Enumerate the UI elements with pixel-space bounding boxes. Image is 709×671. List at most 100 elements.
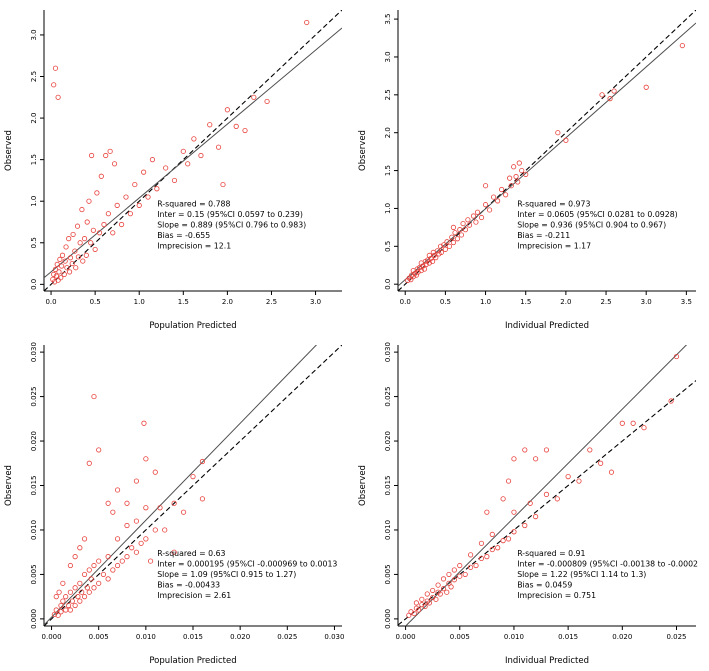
y-tick-label: 0.0 [30,279,38,290]
data-point [490,194,497,200]
x-tick-label: 0.015 [558,633,578,641]
data-point [426,600,433,606]
data-point [554,496,560,502]
data-point [242,127,248,134]
x-tick-label: 0.025 [666,633,686,641]
data-point [466,222,473,228]
data-point [74,223,81,229]
data-point [64,265,70,271]
data-point [527,500,533,506]
data-point [143,456,149,462]
data-point [56,269,62,275]
data-point [141,420,147,426]
data-point [513,174,519,180]
data-point [451,577,457,583]
data-point [72,602,78,609]
y-tick-label: 2.0 [384,127,392,138]
regression-line [44,345,318,626]
data-point [52,65,59,71]
data-point [215,144,222,150]
x-tick-label: 0.5 [440,298,451,306]
data-point [495,545,501,551]
data-point [473,562,479,569]
data-point [55,94,61,100]
data-point [468,552,474,558]
y-axis-title: Observed [358,465,368,506]
y-axis-title: Observed [4,130,14,171]
data-point [88,576,94,582]
data-point [423,261,429,268]
data-point [503,192,509,198]
y-tick-label: 2.5 [384,89,392,100]
data-point [484,509,490,515]
data-point [118,221,125,228]
data-point [446,243,453,249]
data-point [110,230,116,236]
x-tick-label: 3.0 [310,298,321,306]
data-point [145,194,151,200]
data-point [171,549,177,555]
data-point [489,546,495,553]
data-point [489,531,495,538]
data-point [419,596,425,602]
data-point [152,527,158,533]
data-point [66,236,72,242]
data-point [500,496,506,502]
data-point [86,460,92,466]
data-point [415,269,421,275]
data-point [505,536,512,542]
x-tick-label: 0.005 [450,633,470,641]
data-point [643,84,649,90]
y-axis-title: Observed [358,130,368,171]
data-point [533,456,539,462]
data-point [450,224,457,230]
data-point [505,478,512,484]
data-point [89,152,95,159]
data-point [61,271,67,277]
y-tick-label: 3.0 [384,51,392,62]
data-point [69,260,75,267]
data-point [470,213,477,219]
data-point [608,469,615,475]
data-point [450,239,457,246]
data-point [429,258,436,265]
data-point [457,562,463,569]
data-point [507,175,513,181]
data-point [98,173,104,179]
y-tick-label: 0.010 [384,520,392,540]
data-point [516,160,522,166]
x-tick-label: 0.0 [400,298,411,306]
data-point [462,571,468,578]
data-point [424,591,430,597]
data-point [565,474,571,480]
data-point [220,181,226,188]
y-tick-label: 2.5 [30,71,38,82]
data-point [409,272,415,278]
data-point [105,500,111,506]
y-tick-label: 0.025 [384,387,392,407]
data-point [207,122,213,128]
data-point [495,198,501,204]
x-tick-label: 0.000 [42,633,62,641]
data-point [91,393,97,400]
stats-annotation: R-squared = 0.973 Inter = 0.0605 (95%CI 0… [517,200,678,251]
data-point [441,242,447,248]
data-point [519,167,525,174]
data-point [83,252,89,258]
data-point [508,183,514,189]
regression-line [398,22,696,287]
data-point [457,227,463,233]
data-point [454,236,461,242]
data-point [54,261,60,267]
y-tick-label: 0.020 [384,431,392,451]
scatter-points [406,353,680,618]
data-point [440,576,447,582]
data-point [426,252,432,259]
data-point [133,518,140,524]
x-tick-label: 0.010 [136,633,156,641]
data-point [141,169,147,175]
data-point [599,92,605,98]
data-point [107,148,113,154]
data-point [51,82,57,88]
data-point [80,258,86,264]
